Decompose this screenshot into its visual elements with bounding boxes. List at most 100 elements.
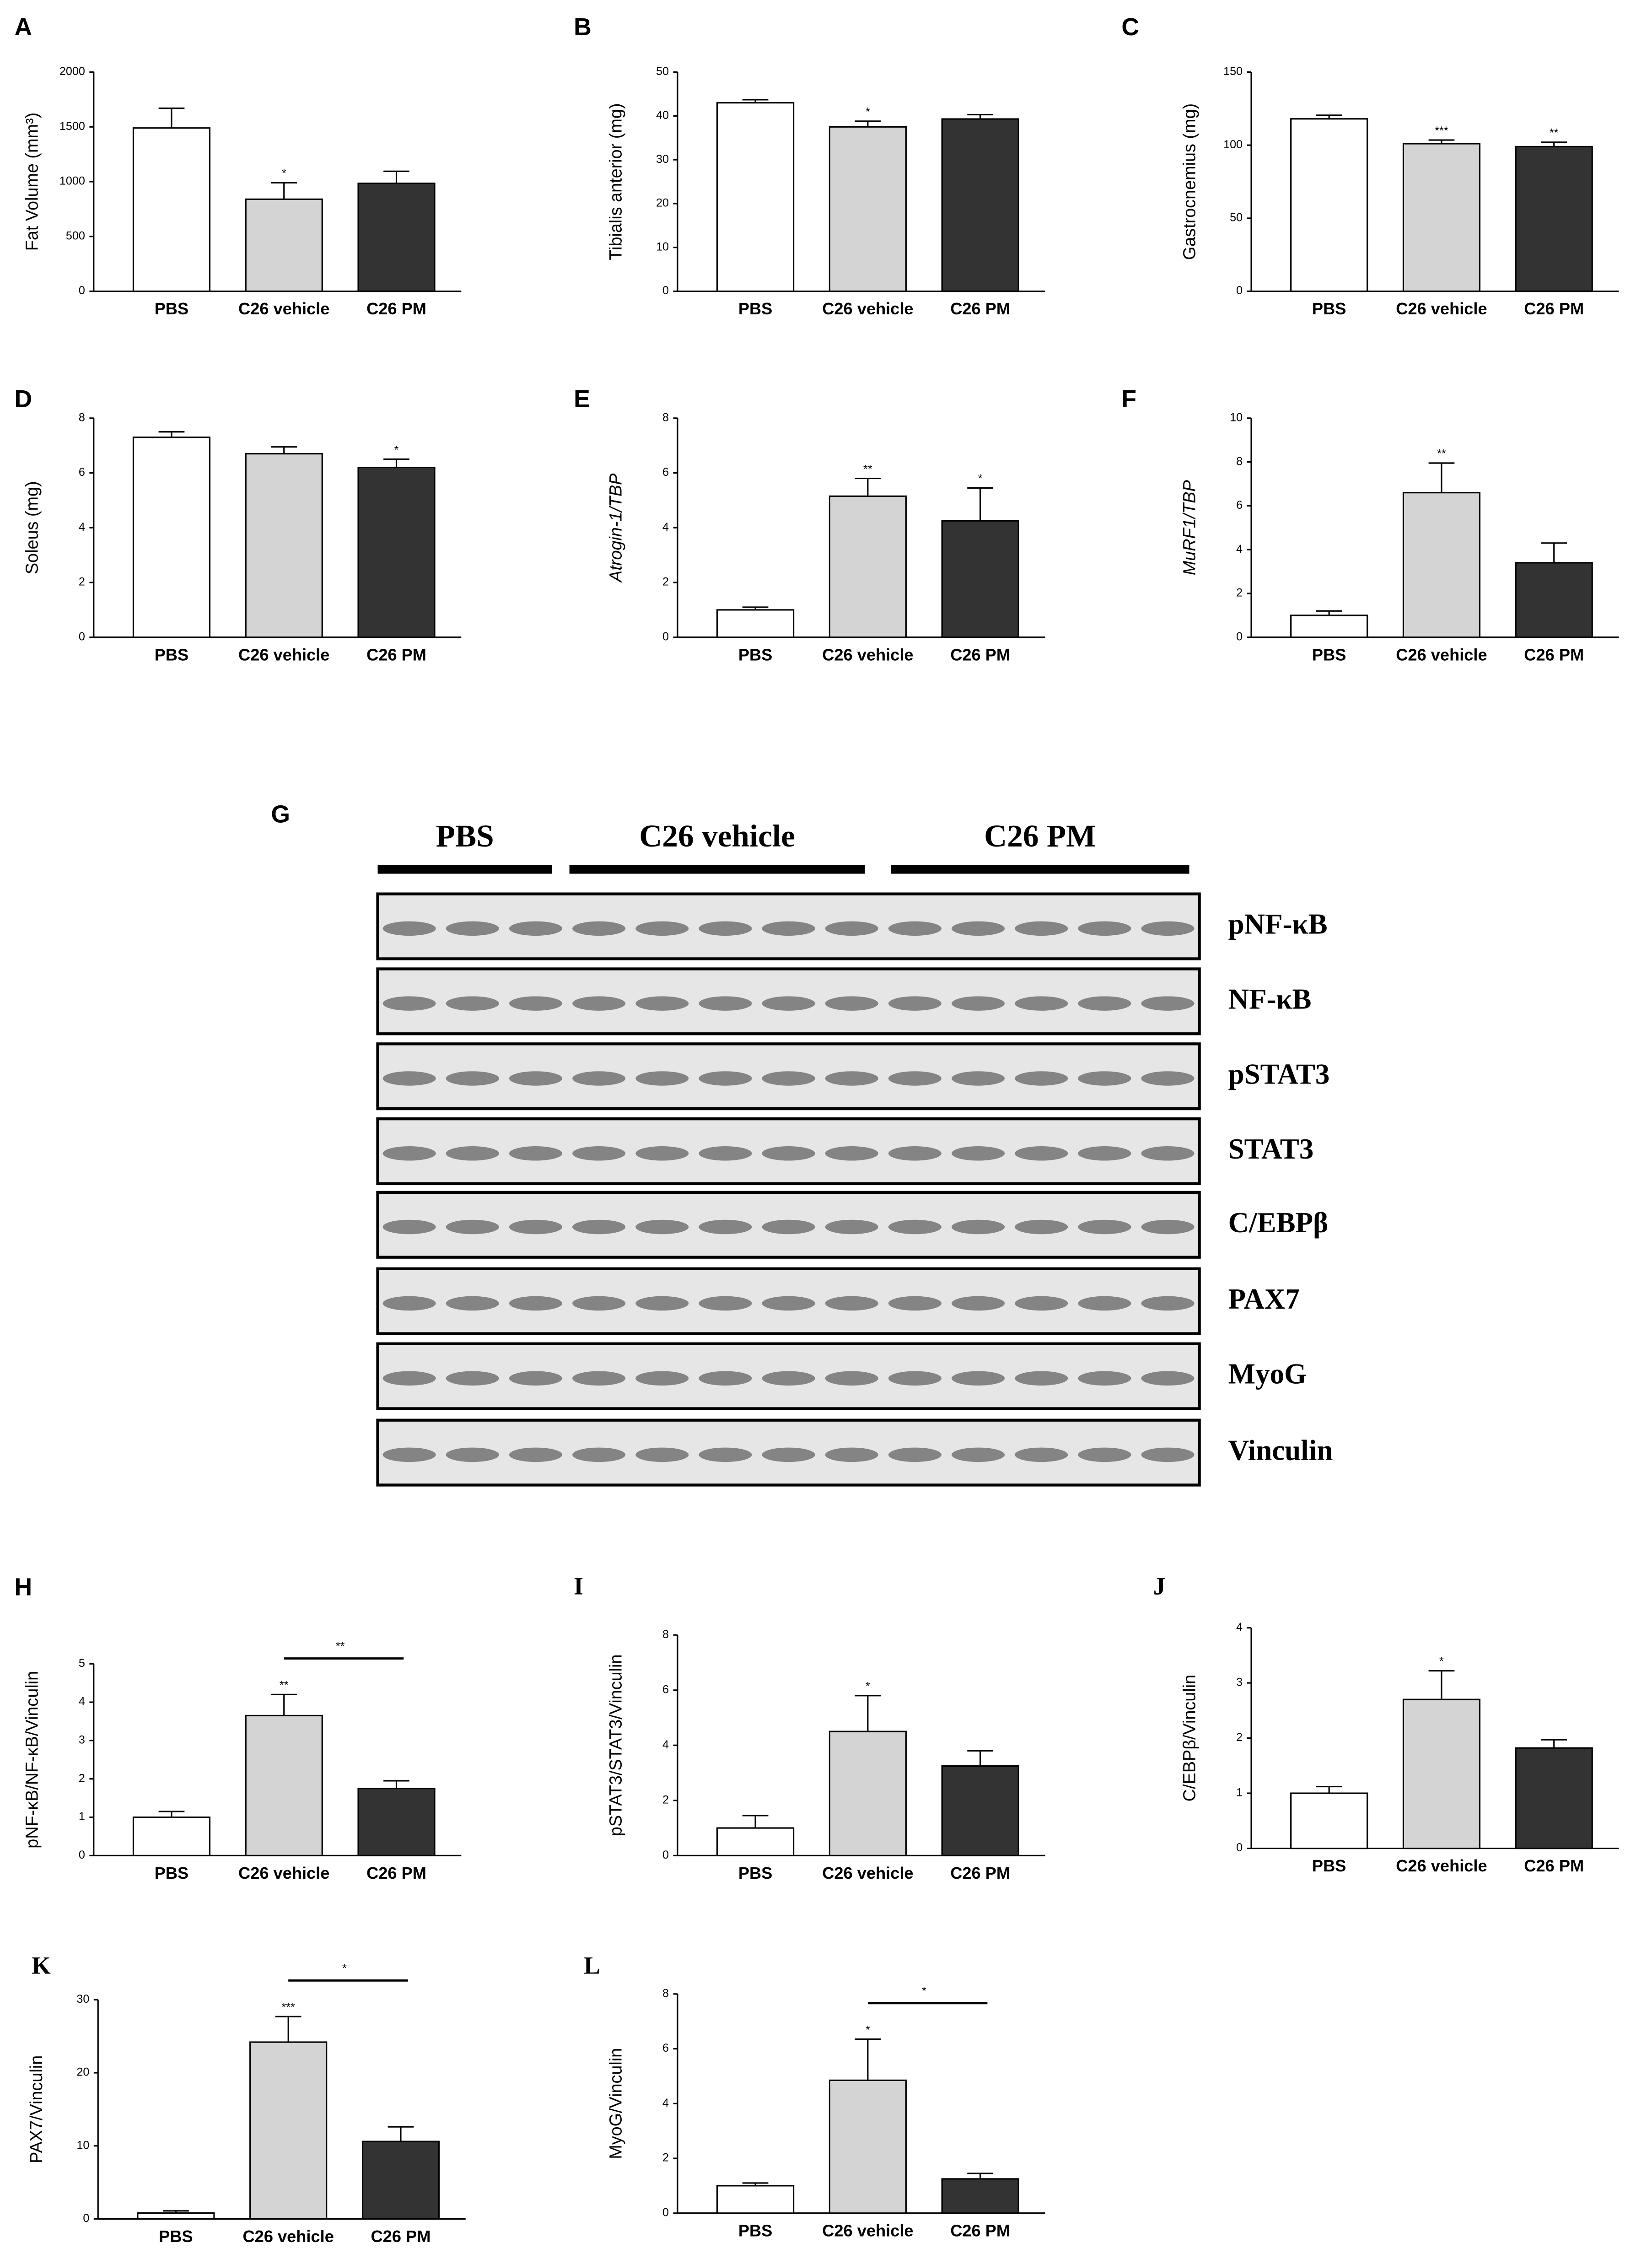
y-tick-label: 0 bbox=[79, 284, 85, 297]
y-tick-label: 2 bbox=[79, 1772, 85, 1785]
blot-band bbox=[572, 1071, 626, 1086]
panel-letter: B bbox=[574, 14, 592, 41]
panel-letter: A bbox=[15, 14, 32, 41]
protein-label: Vinculin bbox=[1228, 1434, 1333, 1466]
x-tick-label: C26 vehicle bbox=[822, 299, 913, 318]
bar bbox=[1402, 1698, 1481, 1849]
group-bar bbox=[891, 865, 1189, 874]
protein-label: MyoG bbox=[1228, 1358, 1307, 1390]
bar bbox=[716, 102, 795, 292]
bar bbox=[1402, 492, 1481, 638]
x-tick-label: PBS bbox=[738, 645, 772, 664]
y-tick-label: 500 bbox=[66, 229, 85, 242]
y-tick-label: 4 bbox=[662, 1738, 669, 1751]
y-axis-label: pSTAT3/STAT3/Vinculin bbox=[607, 1654, 626, 1836]
blot-band bbox=[952, 1296, 1005, 1311]
y-axis-label: MuRF1/TBP bbox=[1180, 480, 1200, 575]
blot-band bbox=[572, 1296, 626, 1311]
bar bbox=[137, 2212, 215, 2220]
blot-band bbox=[1141, 1296, 1195, 1311]
bar bbox=[941, 1765, 1019, 1856]
blot-band bbox=[509, 1447, 562, 1462]
y-tick-label: 0 bbox=[1236, 630, 1243, 643]
blot-band bbox=[1015, 1071, 1068, 1086]
y-tick-label: 5 bbox=[79, 1657, 85, 1670]
y-axis-label: Fat Volume (mm³) bbox=[22, 113, 42, 251]
blot-band bbox=[382, 996, 436, 1011]
protein-label: PAX7 bbox=[1228, 1283, 1300, 1315]
x-tick-label: PBS bbox=[155, 299, 188, 318]
y-tick-label: 4 bbox=[662, 2097, 669, 2109]
panel-letter: L bbox=[584, 1952, 600, 1979]
bar bbox=[1290, 615, 1368, 638]
blot-band bbox=[1015, 1219, 1068, 1235]
blot-band bbox=[952, 996, 1005, 1011]
blot-band bbox=[572, 996, 626, 1011]
y-tick-label: 100 bbox=[1223, 138, 1243, 151]
bar bbox=[245, 1714, 323, 1856]
blot-band bbox=[1141, 1146, 1195, 1161]
blot-band bbox=[762, 996, 815, 1011]
x-tick-label: C26 vehicle bbox=[1396, 1856, 1487, 1875]
significance-label: * bbox=[978, 472, 983, 485]
panel-letter: I bbox=[574, 1573, 583, 1600]
y-tick-label: 6 bbox=[662, 2042, 669, 2054]
blot-band bbox=[762, 1447, 815, 1462]
blot-band bbox=[825, 1071, 878, 1086]
blot-band bbox=[635, 1071, 689, 1086]
bar bbox=[1402, 143, 1481, 292]
blot-band bbox=[762, 1071, 815, 1086]
blot-band bbox=[699, 1071, 752, 1086]
blot-band bbox=[635, 1219, 689, 1235]
bar bbox=[829, 495, 907, 638]
panel-letter: G bbox=[271, 801, 290, 828]
blot-band bbox=[1078, 1146, 1131, 1161]
bar bbox=[245, 198, 323, 292]
x-tick-label: PBS bbox=[159, 2227, 193, 2246]
x-tick-label: C26 vehicle bbox=[238, 1864, 329, 1882]
blot-band bbox=[382, 921, 436, 936]
blot-band bbox=[699, 1296, 752, 1311]
blot-band bbox=[1015, 996, 1068, 1011]
y-axis-label: pNF-κB/NF-κB/Vinculin bbox=[22, 1671, 42, 1849]
protein-label: NF-κB bbox=[1228, 983, 1312, 1015]
blot-band bbox=[1015, 1296, 1068, 1311]
y-tick-label: 10 bbox=[1230, 411, 1243, 424]
significance-label: * bbox=[866, 106, 870, 119]
blot-band bbox=[446, 921, 499, 936]
y-tick-label: 10 bbox=[76, 2139, 89, 2151]
blot-band bbox=[509, 1296, 562, 1311]
blot-band bbox=[382, 1296, 436, 1311]
y-tick-label: 3 bbox=[1236, 1676, 1243, 1689]
bar bbox=[1515, 1747, 1593, 1849]
blot-band bbox=[1078, 1219, 1131, 1235]
y-tick-label: 2 bbox=[1236, 1731, 1243, 1744]
x-tick-label: PBS bbox=[738, 299, 772, 318]
y-axis-label: Gastrocnemius (mg) bbox=[1180, 103, 1200, 260]
x-tick-label: C26 vehicle bbox=[822, 645, 913, 664]
protein-label: pSTAT3 bbox=[1228, 1058, 1330, 1090]
y-tick-label: 50 bbox=[656, 65, 669, 78]
blot-band bbox=[446, 1071, 499, 1086]
blot-band bbox=[1015, 921, 1068, 936]
blot-band bbox=[699, 1447, 752, 1462]
blot-band bbox=[572, 1219, 626, 1235]
blot-band bbox=[825, 1371, 878, 1386]
y-tick-label: 0 bbox=[662, 284, 669, 297]
blot-band bbox=[1141, 1447, 1195, 1462]
blot-band bbox=[1078, 1371, 1131, 1386]
significance-label: * bbox=[866, 1680, 870, 1693]
y-tick-label: 1 bbox=[1236, 1786, 1243, 1799]
bar bbox=[941, 118, 1019, 292]
significance-label: ** bbox=[280, 1679, 289, 1692]
y-tick-label: 1500 bbox=[59, 120, 85, 133]
blot-band bbox=[446, 996, 499, 1011]
blot-band bbox=[699, 1146, 752, 1161]
bar bbox=[941, 520, 1019, 638]
bar bbox=[357, 1788, 436, 1856]
blot-band bbox=[888, 1371, 942, 1386]
y-tick-label: 6 bbox=[662, 1683, 669, 1696]
blot-band bbox=[635, 1146, 689, 1161]
blot-band bbox=[635, 1447, 689, 1462]
